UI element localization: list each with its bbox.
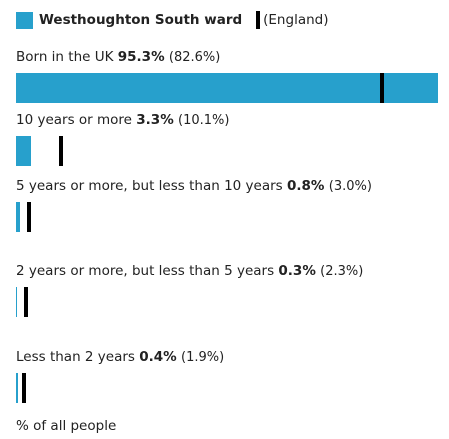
row-label: 10 years or more 3.3% (10.1%) <box>16 109 386 132</box>
category-label: Less than 2 years <box>16 349 135 365</box>
comparison-label: (1.9%) <box>181 350 225 365</box>
comparison-label: (2.3%) <box>320 264 364 279</box>
comparison-marker <box>22 373 27 403</box>
legend-swatch <box>256 11 261 29</box>
bar-track <box>16 73 449 103</box>
row-label: 2 years or more, but less than 5 years 0… <box>16 260 386 283</box>
bar-track <box>16 136 449 166</box>
row: 2 years or more, but less than 5 years 0… <box>16 260 449 317</box>
bar <box>16 73 439 103</box>
row: Born in the UK 95.3% (82.6%) <box>16 46 449 103</box>
bar <box>16 373 18 403</box>
value-label: 0.8% <box>287 178 325 194</box>
category-label: 2 years or more, but less than 5 years <box>16 263 275 279</box>
legend: Westhoughton South ward (England) <box>16 10 328 30</box>
value-label: 0.3% <box>278 263 316 279</box>
legend-label: (England) <box>263 12 329 28</box>
x-axis-label: % of all people <box>16 418 117 434</box>
value-label: 3.3% <box>136 112 174 128</box>
value-label: 0.4% <box>139 349 177 365</box>
bar-track <box>16 287 449 317</box>
bar <box>16 287 18 317</box>
category-label: 5 years or more, but less than 10 years <box>16 178 283 194</box>
category-label: Born in the UK <box>16 49 114 65</box>
row-label: 5 years or more, but less than 10 years … <box>16 175 386 198</box>
comparison-label: (82.6%) <box>168 50 221 65</box>
bar-track <box>16 202 449 232</box>
comparison-marker <box>379 73 384 103</box>
row: 10 years or more 3.3% (10.1%) <box>16 109 449 166</box>
row-label: Born in the UK 95.3% (82.6%) <box>16 46 386 69</box>
bar <box>16 136 31 166</box>
row: Less than 2 years 0.4% (1.9%) <box>16 346 449 403</box>
row: 5 years or more, but less than 10 years … <box>16 175 449 232</box>
category-label: 10 years or more <box>16 112 132 128</box>
legend-swatch <box>16 11 33 29</box>
comparison-label: (10.1%) <box>178 113 230 128</box>
comparison-marker <box>27 202 32 232</box>
legend-label: Westhoughton South ward <box>39 12 243 28</box>
comparison-label: (3.0%) <box>328 179 372 194</box>
bar-track <box>16 373 449 403</box>
comparison-marker <box>24 287 29 317</box>
row-label: Less than 2 years 0.4% (1.9%) <box>16 346 386 369</box>
bar <box>16 202 20 232</box>
value-label: 95.3% <box>117 49 165 65</box>
comparison-marker <box>58 136 63 166</box>
